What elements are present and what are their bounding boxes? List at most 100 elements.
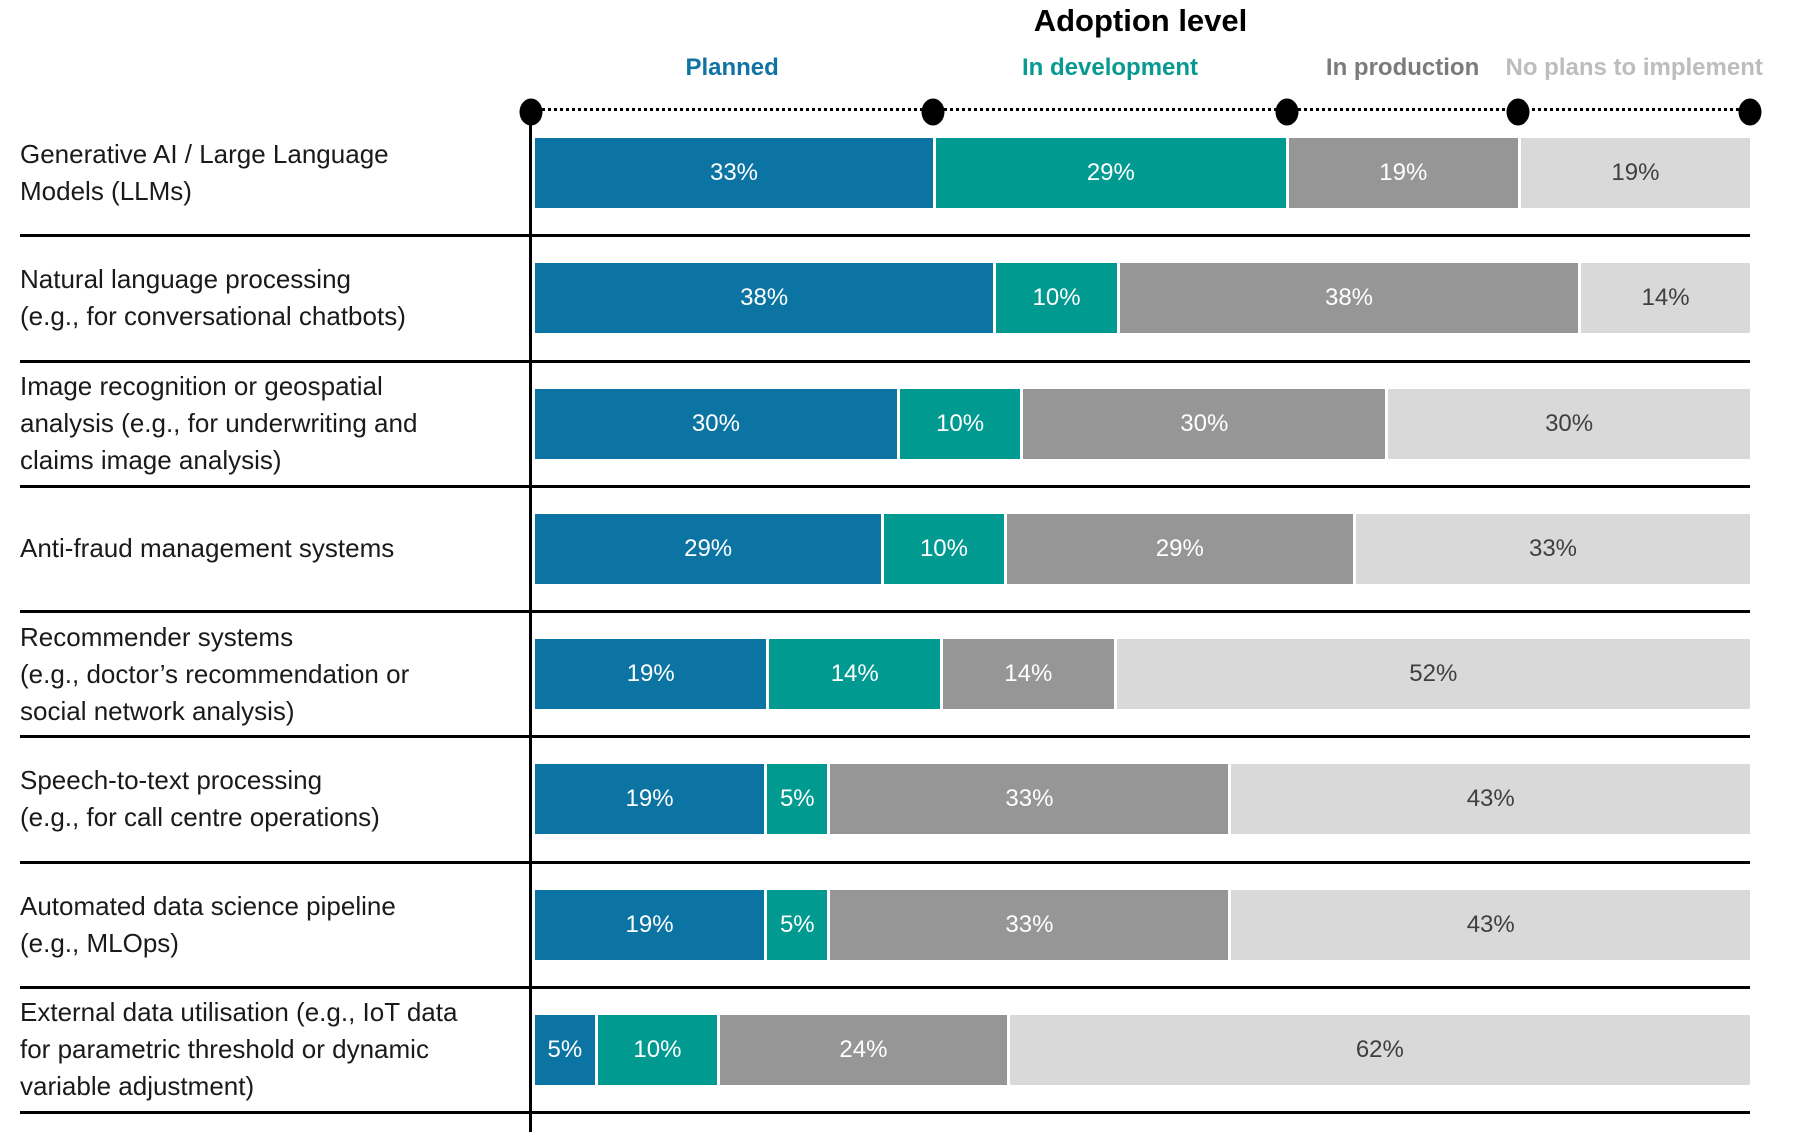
category-label-line: External data utilisation (e.g., IoT dat…	[20, 997, 458, 1028]
axis-marker-dot	[1275, 98, 1299, 126]
category-label-line: (e.g., MLOps)	[20, 927, 179, 958]
category-label-line: variable adjustment)	[20, 1071, 255, 1102]
bar-segment-no-plans-to-implement: 52%	[1116, 639, 1750, 710]
category-label: Natural language processing (e.g., for co…	[20, 237, 531, 359]
page-title: Adoption level	[1033, 3, 1248, 38]
stacked-bar: 33% 29% 19% 19%	[531, 138, 1750, 209]
category-label-line: analysis (e.g., for underwriting and	[20, 408, 418, 439]
axis-marker-dot	[1738, 98, 1762, 126]
axis-dotted-line	[519, 98, 1762, 126]
bar-segment-in-production: 29%	[1006, 513, 1353, 584]
category-label-line: Models (LLMs)	[20, 176, 192, 207]
stacked-bar-track: 29% 10% 29% 33%	[531, 488, 1751, 610]
chart-row: Anti-fraud management systems 29% 10% 29% 33…	[20, 488, 1751, 613]
stacked-bar-track: 19% 14% 14% 52%	[531, 613, 1750, 735]
bar-segment-in-development: 5%	[767, 889, 828, 960]
stacked-bar: 38% 10% 38% 14%	[531, 263, 1750, 334]
bar-segment-planned: 19%	[535, 889, 765, 960]
category-label-line: (e.g., doctor’s recommendation or	[20, 658, 410, 689]
category-label: Recommender systems (e.g., doctor’s recom…	[20, 613, 531, 735]
stacked-bar-track: 19% 5% 33% 43%	[531, 864, 1750, 986]
chart-rows: Generative AI / Large Language Models (LL…	[20, 112, 1751, 1114]
bar-segment-planned: 19%	[535, 639, 767, 710]
bar-segment-in-production: 24%	[720, 1014, 1007, 1085]
chart-row: Generative AI / Large Language Models (LL…	[20, 112, 1750, 238]
stacked-bar: 29% 10% 29% 33%	[531, 513, 1751, 584]
category-label-line: Speech-to-text processing	[20, 765, 323, 796]
bar-segment-planned: 30%	[535, 388, 897, 459]
category-label-line: for parametric threshold or dynamic	[20, 1034, 429, 1065]
stacked-bar: 19% 14% 14% 52%	[531, 639, 1750, 710]
bar-segment-in-development: 29%	[935, 138, 1286, 209]
category-label: External data utilisation (e.g., IoT dat…	[20, 989, 531, 1111]
bar-segment-in-production: 38%	[1119, 263, 1579, 334]
bar-segment-no-plans-to-implement: 43%	[1231, 889, 1750, 960]
bar-segment-no-plans-to-implement: 30%	[1388, 388, 1750, 459]
legend-item-no-plans: No plans to implement	[1506, 54, 1763, 82]
stacked-bar-track: 5% 10% 24% 62%	[531, 989, 1750, 1111]
category-label: Automated data science pipeline (e.g., ML…	[20, 864, 531, 986]
bar-segment-in-production: 14%	[943, 639, 1114, 710]
chart-row: Natural language processing (e.g., for co…	[20, 237, 1750, 363]
stacked-bar-track: 38% 10% 38% 14%	[531, 237, 1750, 359]
stacked-bar: 19% 5% 33% 43%	[531, 764, 1750, 835]
category-label: Speech-to-text processing (e.g., for call…	[20, 738, 531, 860]
bar-segment-in-production: 33%	[830, 764, 1229, 835]
axis-marker-dot	[1506, 98, 1530, 126]
bar-segment-no-plans-to-implement: 43%	[1231, 764, 1750, 835]
category-label-line: claims image analysis)	[20, 445, 282, 476]
category-label: Image recognition or geospatial analysis …	[20, 363, 531, 485]
chart-row: Recommender systems (e.g., doctor’s recom…	[20, 613, 1750, 739]
stacked-bar: 19% 5% 33% 43%	[531, 889, 1750, 960]
bar-segment-planned: 5%	[535, 1014, 595, 1085]
stacked-bar-track: 30% 10% 30% 30%	[531, 363, 1750, 485]
stacked-bar: 30% 10% 30% 30%	[531, 388, 1750, 459]
category-label-line: Image recognition or geospatial	[20, 371, 383, 402]
bar-segment-planned: 19%	[535, 764, 765, 835]
stacked-bar-track: 33% 29% 19% 19%	[531, 112, 1750, 234]
legend-label-in-development: In development	[1022, 54, 1199, 81]
bar-segment-no-plans-to-implement: 62%	[1009, 1014, 1750, 1085]
bar-segment-no-plans-to-implement: 19%	[1520, 138, 1750, 209]
stacked-bar-track: 19% 5% 33% 43%	[531, 738, 1750, 860]
legend-item-in-development: In development	[933, 54, 1287, 82]
legend-label-no-plans: No plans to implement	[1505, 54, 1763, 81]
bar-segment-planned: 33%	[535, 138, 933, 209]
bar-segment-in-production: 30%	[1023, 388, 1386, 459]
chart-row: Automated data science pipeline (e.g., ML…	[20, 864, 1750, 989]
category-label-line: Natural language processing	[20, 264, 351, 295]
bar-segment-planned: 38%	[535, 263, 994, 334]
category-label-line: Generative AI / Large Language	[20, 139, 389, 170]
legend-item-in-production: In production	[1287, 54, 1519, 82]
category-label-line: Anti-fraud management systems	[20, 533, 395, 564]
legend-label-planned: Planned	[685, 54, 779, 81]
bar-segment-in-production: 33%	[830, 889, 1229, 960]
axis-baseline	[529, 112, 532, 1132]
axis-marker-dot	[921, 98, 945, 126]
chart-row: External data utilisation (e.g., IoT dat…	[20, 989, 1750, 1114]
legend-label-in-production: In production	[1325, 54, 1480, 81]
bar-segment-no-plans-to-implement: 33%	[1355, 513, 1751, 584]
category-label: Generative AI / Large Language Models (LL…	[20, 112, 531, 234]
bar-segment-in-development: 14%	[769, 639, 940, 710]
category-label-line: Automated data science pipeline	[20, 890, 396, 921]
bar-segment-planned: 29%	[535, 513, 882, 584]
category-label-line: Recommender systems	[20, 621, 294, 652]
category-label-line: (e.g., for call centre operations)	[20, 802, 380, 833]
bar-segment-in-development: 10%	[884, 513, 1004, 584]
bar-segment-in-development: 10%	[899, 388, 1021, 459]
category-label-line: (e.g., for conversational chatbots)	[20, 301, 406, 332]
bar-segment-in-development: 10%	[597, 1014, 718, 1085]
bar-segment-no-plans-to-implement: 14%	[1581, 263, 1750, 334]
legend-item-planned: Planned	[531, 54, 933, 82]
stacked-bar: 5% 10% 24% 62%	[531, 1014, 1750, 1085]
category-label: Anti-fraud management systems	[20, 488, 531, 610]
bar-segment-in-development: 5%	[767, 764, 828, 835]
chart-row: Speech-to-text processing (e.g., for call…	[20, 738, 1750, 864]
bar-segment-in-development: 10%	[996, 263, 1117, 334]
bar-segment-in-production: 19%	[1288, 138, 1518, 209]
category-label-line: social network analysis)	[20, 695, 295, 726]
chart-row: Image recognition or geospatial analysis …	[20, 363, 1750, 488]
legend: Planned In development In production No …	[531, 54, 1763, 82]
